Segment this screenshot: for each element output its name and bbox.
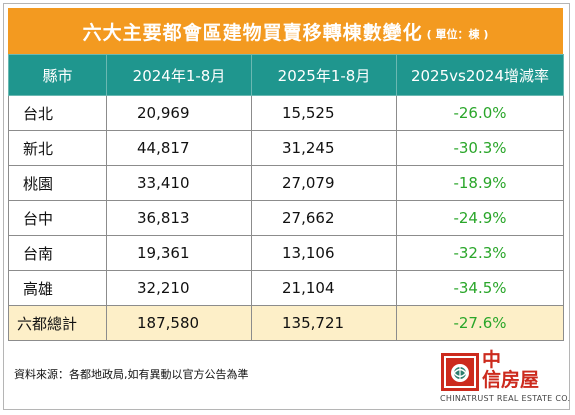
header-2024: 2024年1-8月 — [106, 54, 252, 96]
total-2025: 135,721 — [251, 305, 397, 341]
header-city: 縣市 — [8, 54, 107, 96]
cell-rate: -24.9% — [396, 200, 564, 236]
cell-2025: 15,525 — [251, 95, 397, 131]
page-title: 六大主要都會區建物買賣移轉棟數變化 — [82, 21, 423, 44]
cell-2025: 13,106 — [251, 235, 397, 271]
total-rate: -27.6% — [396, 305, 564, 341]
table-row: 桃園 33,410 27,079 -18.9% — [8, 165, 564, 201]
title-bar: 六大主要都會區建物買賣移轉棟數變化 ( 單位：棟 ) — [8, 8, 563, 54]
logo-text-line2: 信房屋 — [482, 369, 540, 391]
source-note: 資料來源：各都地政局,如有異動以官方公告為準 — [14, 368, 249, 381]
cell-2024: 20,969 — [106, 95, 252, 131]
header-rate: 2025vs2024增減率 — [396, 54, 564, 96]
cell-rate: -30.3% — [396, 130, 564, 166]
cell-2024: 44,817 — [106, 130, 252, 166]
total-label: 六都總計 — [8, 305, 107, 341]
table-row: 台中 36,813 27,662 -24.9% — [8, 200, 564, 236]
header-row: 縣市 2024年1-8月 2025年1-8月 2025vs2024增減率 — [8, 54, 564, 96]
cell-rate: -32.3% — [396, 235, 564, 271]
header-2025: 2025年1-8月 — [251, 54, 397, 96]
cell-2025: 31,245 — [251, 130, 397, 166]
cell-2024: 36,813 — [106, 200, 252, 236]
table-row: 新北 44,817 31,245 -30.3% — [8, 130, 564, 166]
cell-2025: 27,662 — [251, 200, 397, 236]
cell-city: 桃園 — [8, 165, 107, 201]
total-2024: 187,580 — [106, 305, 252, 341]
company-logo: 中 信房屋 CHINATRUST REAL ESTATE CO. — [440, 349, 571, 406]
company-logo-icon — [441, 353, 479, 391]
cell-city: 台北 — [8, 95, 107, 131]
cell-city: 新北 — [8, 130, 107, 166]
cell-rate: -26.0% — [396, 95, 564, 131]
table-row: 高雄 32,210 21,104 -34.5% — [8, 270, 564, 306]
cell-2024: 33,410 — [106, 165, 252, 201]
cell-rate: -18.9% — [396, 165, 564, 201]
cell-rate: -34.5% — [396, 270, 564, 306]
data-table: 縣市 2024年1-8月 2025年1-8月 2025vs2024增減率 台北 … — [8, 54, 564, 341]
table-row: 台北 20,969 15,525 -26.0% — [8, 95, 564, 131]
cell-city: 高雄 — [8, 270, 107, 306]
total-row: 六都總計 187,580 135,721 -27.6% — [8, 305, 564, 341]
table-row: 台南 19,361 13,106 -32.3% — [8, 235, 564, 271]
title-unit: ( 單位：棟 ) — [426, 28, 489, 41]
logo-text-line1: 中 — [482, 349, 502, 371]
cell-2025: 27,079 — [251, 165, 397, 201]
cell-2024: 32,210 — [106, 270, 252, 306]
cell-city: 台中 — [8, 200, 107, 236]
cell-city: 台南 — [8, 235, 107, 271]
logo-english: CHINATRUST REAL ESTATE CO. — [440, 394, 571, 403]
cell-2025: 21,104 — [251, 270, 397, 306]
cell-2024: 19,361 — [106, 235, 252, 271]
